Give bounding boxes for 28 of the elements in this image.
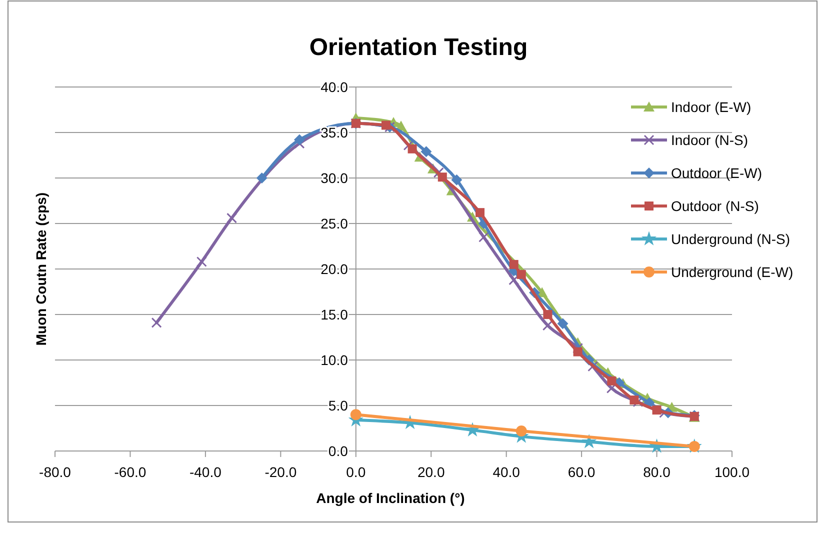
legend-label: Underground (N-S) bbox=[671, 231, 790, 247]
y-tick-label: 40.0 bbox=[320, 79, 348, 95]
x-tick-label: -60.0 bbox=[114, 464, 146, 480]
legend-label: Indoor (N-S) bbox=[671, 132, 748, 148]
x-tick-label: -80.0 bbox=[39, 464, 72, 480]
legend-label: Underground (E-W) bbox=[671, 264, 794, 280]
x-tick-label: 60.0 bbox=[568, 464, 596, 480]
y-tick-label: 25.0 bbox=[320, 216, 348, 232]
legend-label: Outdoor (N-S) bbox=[671, 198, 759, 214]
x-tick-label: 80.0 bbox=[643, 464, 671, 480]
y-tick-label: 30.0 bbox=[320, 170, 348, 186]
x-tick-label: 100.0 bbox=[714, 464, 750, 480]
legend-label: Outdoor (E-W) bbox=[671, 165, 762, 181]
y-axis-title: Muon Coutn Rate (cps) bbox=[33, 192, 49, 346]
x-tick-label: 20.0 bbox=[417, 464, 445, 480]
y-tick-label: 5.0 bbox=[328, 398, 348, 414]
y-tick-label: 35.0 bbox=[320, 124, 348, 140]
x-tick-label: 0.0 bbox=[346, 464, 366, 480]
x-tick-label: -40.0 bbox=[189, 464, 222, 480]
y-tick-label: 10.0 bbox=[320, 352, 348, 368]
x-tick-label: -20.0 bbox=[264, 464, 297, 480]
y-tick-label: 15.0 bbox=[320, 306, 348, 322]
chart-title: Orientation Testing bbox=[309, 34, 528, 61]
x-tick-label: 40.0 bbox=[492, 464, 520, 480]
y-tick-label: 20.0 bbox=[320, 261, 348, 277]
x-axis-title: Angle of Inclination (°) bbox=[316, 490, 465, 506]
y-tick-label: 0.0 bbox=[328, 443, 348, 459]
legend-label: Indoor (E-W) bbox=[671, 99, 752, 115]
